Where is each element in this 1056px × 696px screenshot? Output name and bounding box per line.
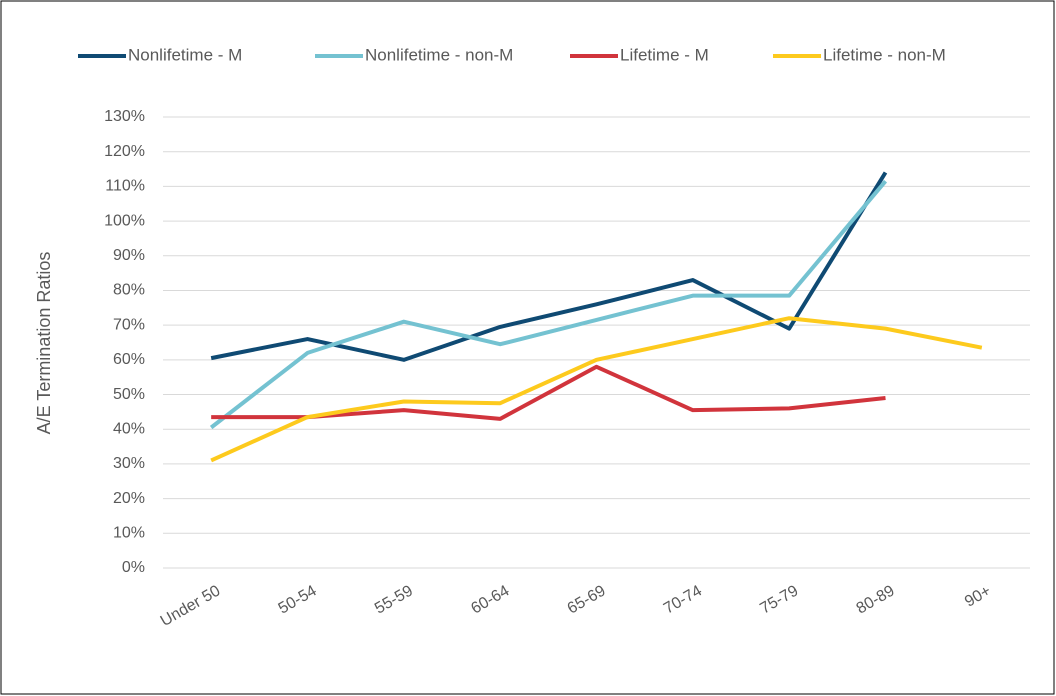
y-axis-label: A/E Termination Ratios <box>34 252 54 435</box>
legend-label: Nonlifetime - non-M <box>365 45 513 64</box>
y-tick-label: 0% <box>122 559 145 576</box>
y-tick-label: 40% <box>113 420 145 437</box>
y-tick-label: 130% <box>104 108 145 125</box>
series-line <box>209 179 888 430</box>
y-tick-label: 80% <box>113 282 145 299</box>
y-tick-label: 50% <box>113 386 145 403</box>
y-tick-label: 10% <box>113 525 145 542</box>
y-tick-label: 20% <box>113 490 145 507</box>
legend-label: Lifetime - non-M <box>823 45 946 64</box>
y-tick-label: 100% <box>104 212 145 229</box>
y-tick-label: 110% <box>105 178 145 195</box>
y-tick-label: 30% <box>113 455 145 472</box>
y-tick-label: 60% <box>113 351 145 368</box>
y-tick-label: 70% <box>113 316 145 333</box>
legend-label: Nonlifetime - M <box>128 45 242 64</box>
series-line <box>210 316 983 463</box>
legend-label: Lifetime - M <box>620 45 709 64</box>
y-tick-label: 90% <box>113 247 145 264</box>
y-tick-label: 120% <box>104 143 145 160</box>
